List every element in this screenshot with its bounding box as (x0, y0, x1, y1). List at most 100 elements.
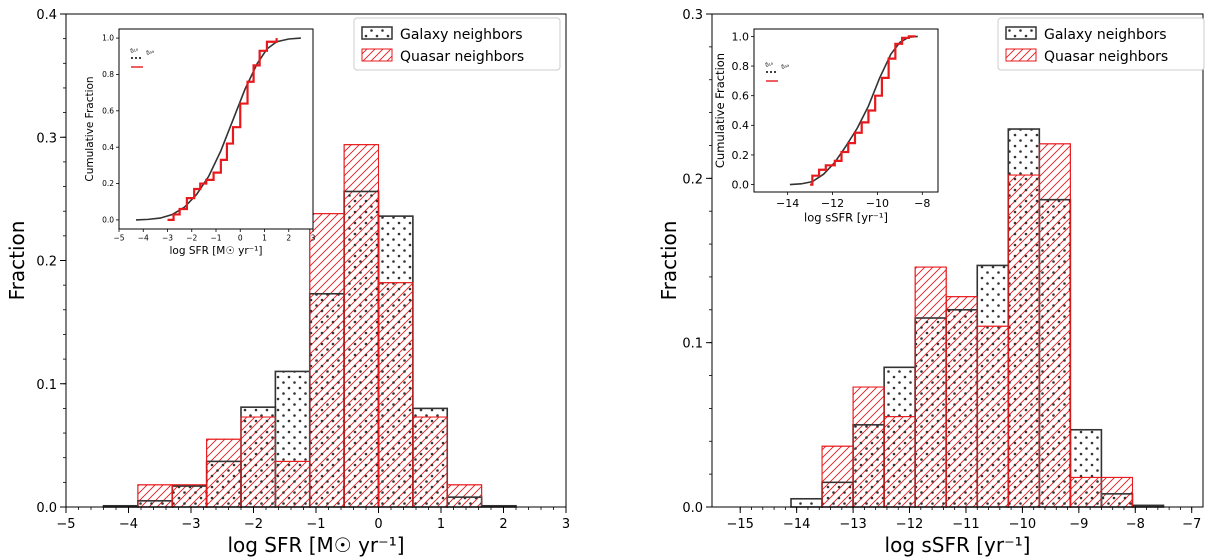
quasar-cdf-line (167, 38, 278, 222)
y-axis-label: Fraction (5, 221, 29, 301)
x-tick-label: −12 (896, 517, 923, 532)
galaxy-bar (205, 460, 242, 508)
galaxy-bar (1069, 428, 1103, 508)
galaxy-bar (308, 292, 345, 508)
x-tick-label: 3 (562, 517, 570, 532)
galaxy-cdf-line (135, 37, 301, 221)
inset-x-tick-label: 3 (311, 234, 316, 243)
inset-x-tick-label: −5 (113, 234, 124, 243)
x-tick-label: −1 (306, 517, 325, 532)
inset-x-tick-label: 1 (262, 234, 267, 243)
galaxy-bar (240, 406, 277, 508)
inset-y-tick-label: 1.0 (102, 34, 114, 43)
legend-label-quasar: Quasar neighbors (1044, 49, 1168, 65)
legend-label-galaxy: Galaxy neighbors (400, 27, 523, 43)
galaxy-bar (1007, 128, 1041, 508)
y-tick-label: 0.0 (36, 501, 57, 516)
inset-x-tick-label: 0 (238, 234, 243, 243)
galaxy-bar (171, 485, 208, 508)
y-tick-label: 0.0 (682, 501, 703, 516)
inset-y-tick-label: 0.0 (732, 178, 750, 191)
inset-legend-label-1: δ₁₀ (130, 46, 140, 55)
x-tick-label: −13 (839, 517, 866, 532)
x-tick-label: −9 (1069, 517, 1088, 532)
galaxy-bar (377, 215, 414, 508)
y-tick-label: 0.1 (36, 378, 57, 393)
x-tick-label: −8 (1126, 517, 1145, 532)
legend-swatch-galaxy (1005, 26, 1037, 40)
galaxy-bar (976, 264, 1010, 508)
galaxy-bar (343, 190, 380, 508)
legend-swatch-galaxy (361, 26, 393, 40)
inset-x-tick-label: −8 (914, 197, 930, 210)
inset-y-tick-label: 0.8 (102, 70, 114, 79)
inset-y-tick-label: 0.2 (102, 179, 114, 188)
inset-legend-label-2: δ₃₄ (781, 62, 791, 71)
quasar-cdf-line (810, 35, 916, 186)
inset-frame (753, 28, 939, 193)
x-tick-label: 1 (437, 517, 445, 532)
legend-label-galaxy: Galaxy neighbors (1044, 27, 1167, 43)
galaxy-bar (1038, 198, 1072, 508)
inset-y-tick-label: 0.4 (102, 143, 114, 152)
x-tick-label: −7 (1182, 517, 1201, 532)
inset-y-tick-label: 0.6 (732, 90, 750, 103)
inset-legend-label-1: δ₁₀ (765, 60, 775, 69)
x-axis-label: log SFR [M☉ yr⁻¹] (227, 533, 404, 557)
galaxy-bar (945, 308, 979, 508)
inset-y-tick-label: 0.8 (732, 60, 750, 73)
inset-x-tick-label: −1 (210, 234, 221, 243)
x-axis-label: log sSFR [yr⁻¹] (885, 533, 1031, 557)
inset-x-tick-label: −4 (138, 234, 149, 243)
legend-label-quasar: Quasar neighbors (400, 49, 524, 65)
x-tick-label: −15 (726, 517, 753, 532)
inset-x-axis-label: log SFR [M☉ yr⁻¹] (170, 245, 263, 257)
y-tick-label: 0.4 (36, 8, 57, 23)
plot-frame (711, 13, 1204, 508)
x-tick-label: −10 (1009, 517, 1036, 532)
inset-y-axis-label: Cumulative Fraction (84, 76, 96, 181)
y-tick-label: 0.2 (36, 255, 57, 270)
x-tick-label: −4 (119, 517, 138, 532)
legend-box (997, 17, 1205, 71)
y-tick-label: 0.1 (682, 337, 703, 352)
inset-y-axis-label: Cumulative Fraction (713, 53, 727, 168)
galaxy-bar (883, 366, 916, 508)
galaxy-bar (821, 481, 854, 508)
cdf-inset: −5 −4 −3 −2 −1 0 1 2 3 0.0 0.2 0.4 0.6 0.8 1.0 log SFR … (84, 28, 316, 257)
inset-y-tick-label: 0.4 (732, 119, 750, 132)
legend-box (353, 17, 561, 71)
inset-y-tick-label: 0.2 (732, 149, 750, 162)
inset-x-tick-label: −2 (186, 234, 197, 243)
x-tick-label: 2 (499, 517, 507, 532)
galaxy-bar (852, 424, 885, 508)
x-tick-label: −3 (181, 517, 200, 532)
inset-x-tick-label: −14 (776, 197, 799, 210)
galaxy-bar (446, 496, 483, 508)
galaxy-bar (274, 370, 311, 508)
legend-swatch-quasar (361, 48, 393, 62)
inset-y-tick-label: 1.0 (732, 30, 750, 43)
cdf-inset: −14 −12 −10 −8 0.0 0.2 0.4 0.6 0.8 1.0 log sSFR [y… (713, 28, 939, 225)
x-tick-label: 0 (374, 517, 382, 532)
inset-x-axis-label: log sSFR [yr⁻¹] (804, 211, 888, 225)
galaxy-bar (137, 500, 174, 508)
galaxy-bar (914, 317, 948, 508)
x-tick-label: −11 (952, 517, 979, 532)
legend-swatch-quasar (1005, 48, 1037, 62)
inset-legend-label-2: δ₃₄ (146, 48, 156, 57)
x-tick-label: −5 (56, 517, 75, 532)
inset-x-tick-label: 2 (286, 234, 291, 243)
x-tick-label: −14 (783, 517, 810, 532)
galaxy-bar (790, 497, 823, 508)
inset-x-tick-label: −10 (866, 197, 889, 210)
x-tick-label: −2 (244, 517, 263, 532)
y-tick-label: 0.3 (36, 131, 57, 146)
ssfr-histogram-panel: −15 −14 −13 −12 −11 −10 −9 −8 −7 0.0 0.1 0.2 0.3 log … (657, 8, 1205, 557)
inset-x-tick-label: −3 (162, 234, 173, 243)
y-tick-label: 0.2 (682, 172, 703, 187)
inset-x-tick-label: −12 (821, 197, 844, 210)
sfr-histogram-panel: −5 −4 −3 −2 −1 0 1 2 3 0.0 0.1 0.2 0.3 0.4 log SFR [M☉… (5, 8, 570, 557)
y-axis-label: Fraction (657, 221, 681, 301)
